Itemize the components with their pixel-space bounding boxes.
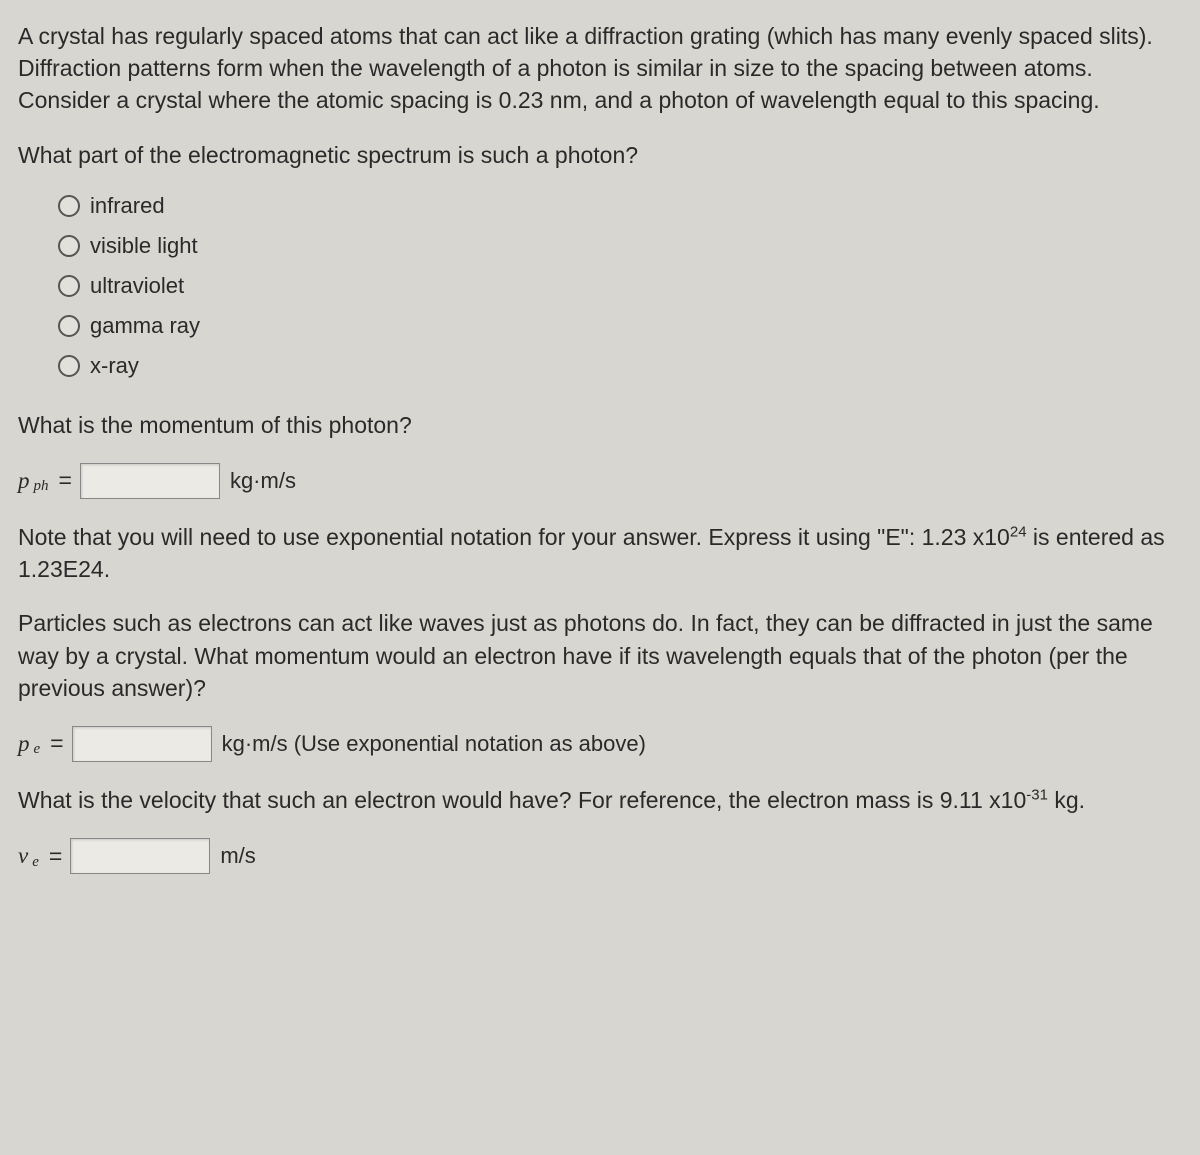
question-1: What part of the electromagnetic spectru… bbox=[18, 139, 1182, 171]
question-4: What is the velocity that such an electr… bbox=[18, 784, 1182, 816]
option-label: ultraviolet bbox=[90, 273, 184, 299]
pph-input[interactable] bbox=[80, 463, 220, 499]
option-ultraviolet[interactable]: ultraviolet bbox=[58, 273, 1182, 299]
pe-unit: kg·m/s (Use exponential notation as abov… bbox=[222, 731, 646, 757]
radio-icon[interactable] bbox=[58, 355, 80, 377]
var-p: p bbox=[18, 731, 30, 757]
radio-icon[interactable] bbox=[58, 195, 80, 217]
radio-icon[interactable] bbox=[58, 315, 80, 337]
intro-paragraph: A crystal has regularly spaced atoms tha… bbox=[18, 20, 1182, 117]
momentum-electron-line: pe = kg·m/s (Use exponential notation as… bbox=[18, 726, 1182, 762]
option-label: x-ray bbox=[90, 353, 139, 379]
sub-e: e bbox=[34, 741, 41, 758]
radio-icon[interactable] bbox=[58, 235, 80, 257]
option-label: infrared bbox=[90, 193, 165, 219]
option-label: gamma ray bbox=[90, 313, 200, 339]
q4-exp: -31 bbox=[1026, 786, 1048, 803]
question-page: A crystal has regularly spaced atoms tha… bbox=[0, 0, 1200, 916]
equals-sign: = bbox=[49, 843, 62, 870]
radio-icon[interactable] bbox=[58, 275, 80, 297]
var-p: p bbox=[18, 468, 30, 494]
pph-unit: kg·m/s bbox=[230, 468, 296, 494]
note-pre: Note that you will need to use exponenti… bbox=[18, 524, 1010, 550]
q4-pre: What is the velocity that such an electr… bbox=[18, 787, 1026, 813]
option-label: visible light bbox=[90, 233, 198, 259]
pe-input[interactable] bbox=[72, 726, 212, 762]
sub-ph: ph bbox=[34, 478, 49, 495]
ve-input[interactable] bbox=[70, 838, 210, 874]
option-x-ray[interactable]: x-ray bbox=[58, 353, 1182, 379]
note-exp: 24 bbox=[1010, 523, 1027, 540]
note-paragraph: Note that you will need to use exponenti… bbox=[18, 521, 1182, 585]
question-3: Particles such as electrons can act like… bbox=[18, 607, 1182, 704]
equals-sign: = bbox=[59, 467, 72, 494]
option-visible-light[interactable]: visible light bbox=[58, 233, 1182, 259]
ve-unit: m/s bbox=[220, 843, 255, 869]
q4-post: kg. bbox=[1048, 787, 1085, 813]
option-infrared[interactable]: infrared bbox=[58, 193, 1182, 219]
option-gamma-ray[interactable]: gamma ray bbox=[58, 313, 1182, 339]
question-2: What is the momentum of this photon? bbox=[18, 409, 1182, 441]
velocity-electron-line: ve = m/s bbox=[18, 838, 1182, 874]
sub-e: e bbox=[32, 854, 39, 871]
equals-sign: = bbox=[50, 730, 63, 757]
momentum-photon-line: pph = kg·m/s bbox=[18, 463, 1182, 499]
radio-group: infrared visible light ultraviolet gamma… bbox=[58, 193, 1182, 379]
var-v: v bbox=[18, 843, 28, 869]
